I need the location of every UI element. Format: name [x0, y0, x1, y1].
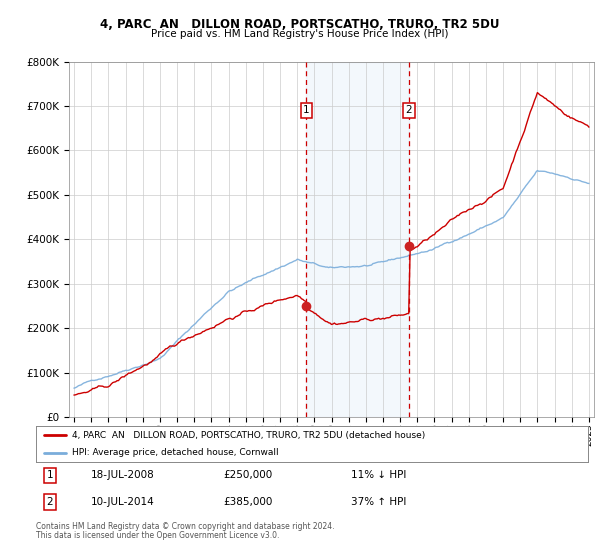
Text: 2: 2: [46, 497, 53, 507]
Text: 1: 1: [46, 470, 53, 480]
Text: 1: 1: [303, 105, 310, 115]
Text: 37% ↑ HPI: 37% ↑ HPI: [350, 497, 406, 507]
Text: 10-JUL-2014: 10-JUL-2014: [91, 497, 155, 507]
Text: 4, PARC  AN   DILLON ROAD, PORTSCATHO, TRURO, TR2 5DU: 4, PARC AN DILLON ROAD, PORTSCATHO, TRUR…: [100, 18, 500, 31]
Text: HPI: Average price, detached house, Cornwall: HPI: Average price, detached house, Corn…: [72, 449, 278, 458]
Text: 18-JUL-2008: 18-JUL-2008: [91, 470, 155, 480]
Text: £250,000: £250,000: [224, 470, 273, 480]
Text: This data is licensed under the Open Government Licence v3.0.: This data is licensed under the Open Gov…: [36, 531, 280, 540]
Text: Price paid vs. HM Land Registry's House Price Index (HPI): Price paid vs. HM Land Registry's House …: [151, 29, 449, 39]
Bar: [307, 62, 409, 417]
Text: Contains HM Land Registry data © Crown copyright and database right 2024.: Contains HM Land Registry data © Crown c…: [36, 522, 335, 531]
Text: £385,000: £385,000: [224, 497, 273, 507]
Text: 11% ↓ HPI: 11% ↓ HPI: [350, 470, 406, 480]
Text: 2: 2: [406, 105, 412, 115]
Text: 4, PARC  AN   DILLON ROAD, PORTSCATHO, TRURO, TR2 5DU (detached house): 4, PARC AN DILLON ROAD, PORTSCATHO, TRUR…: [72, 431, 425, 440]
